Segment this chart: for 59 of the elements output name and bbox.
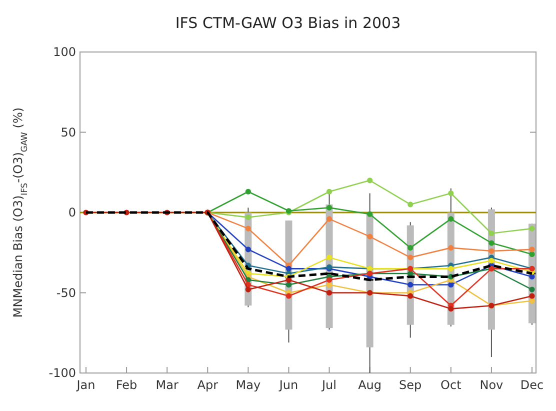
y-tick-label: -100	[48, 366, 76, 380]
point	[529, 251, 535, 258]
x-tick-label: Jan	[76, 378, 96, 392]
y-tick-label: 50	[60, 125, 76, 140]
point	[488, 240, 494, 246]
point	[367, 211, 373, 217]
point	[286, 282, 292, 288]
point	[448, 282, 454, 288]
point	[529, 226, 535, 232]
point	[326, 290, 332, 296]
chart-title: IFS CTM-GAW O3 Bias in 2003	[175, 14, 401, 32]
point	[448, 190, 454, 196]
point	[529, 293, 535, 299]
point	[326, 254, 332, 260]
point	[367, 178, 373, 184]
point	[408, 254, 414, 260]
y-tick-label: 100	[53, 45, 76, 60]
point	[367, 234, 373, 240]
x-tick-label: Jun	[278, 378, 298, 392]
x-tick-label: Mar	[156, 378, 178, 392]
point	[408, 245, 414, 251]
point	[529, 274, 535, 280]
x-tick-label: Oct	[440, 378, 462, 392]
point	[488, 230, 494, 236]
point	[448, 216, 454, 222]
point	[326, 282, 332, 288]
point	[326, 188, 332, 194]
point	[488, 248, 494, 254]
point	[529, 246, 535, 252]
point	[286, 277, 292, 283]
point	[529, 286, 535, 292]
x-tick-label: May	[236, 378, 261, 392]
point	[326, 204, 332, 210]
x-tick-label: Jul	[321, 378, 337, 392]
y-tick-label: -50	[56, 286, 76, 300]
point	[448, 266, 454, 272]
point	[408, 293, 414, 299]
x-tick-label: Aug	[358, 378, 382, 392]
x-tick-label: Apr	[197, 378, 218, 392]
point	[488, 258, 494, 264]
point	[245, 286, 251, 292]
point	[448, 306, 454, 312]
x-tick-label: Sep	[399, 378, 422, 392]
point	[286, 266, 292, 272]
point	[408, 202, 414, 208]
y-tick-label: 0	[68, 206, 76, 220]
point	[245, 226, 251, 232]
point	[245, 214, 251, 220]
line-series	[84, 211, 534, 282]
point	[245, 188, 251, 194]
point	[286, 293, 292, 299]
x-tick-label: Feb	[116, 378, 138, 392]
x-tick-label: Nov	[480, 378, 504, 392]
point	[326, 277, 332, 283]
point	[408, 282, 414, 288]
point	[326, 216, 332, 222]
x-tick-label: Dec	[520, 378, 544, 392]
point	[245, 246, 251, 252]
point	[448, 245, 454, 251]
